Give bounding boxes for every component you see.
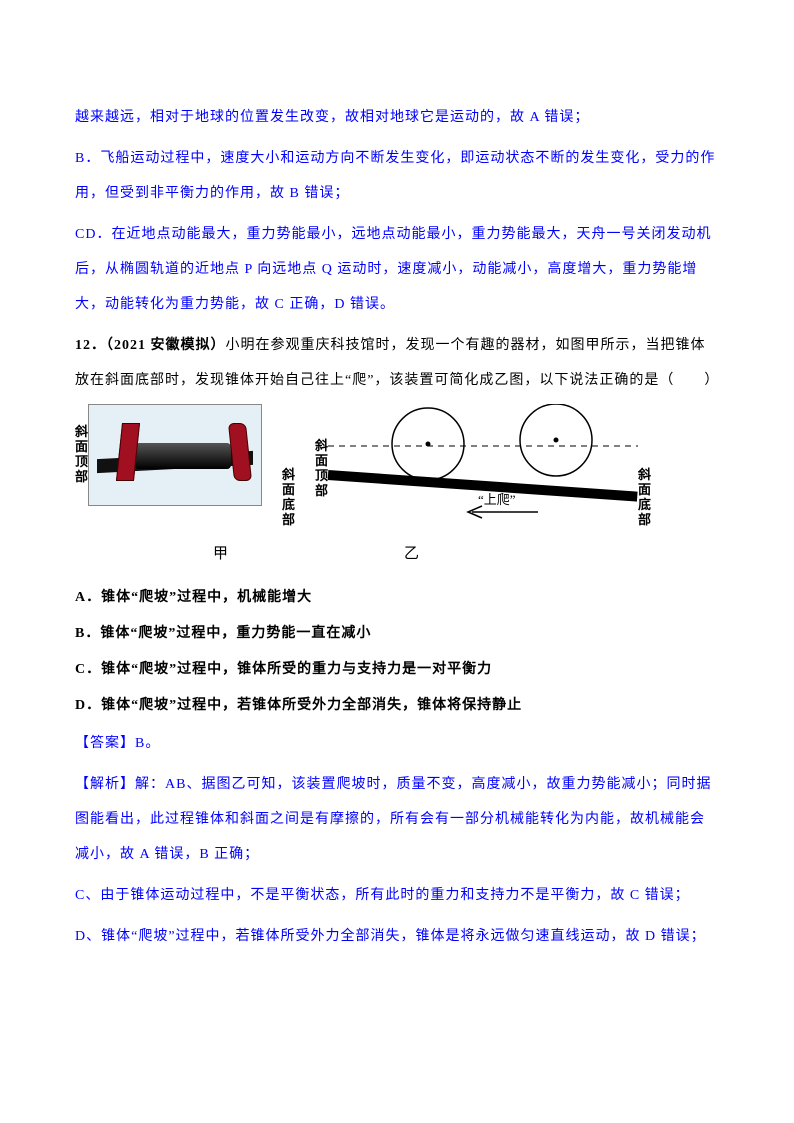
prev-explain-cd: CD．在近地点动能最大，重力势能最小，远地点动能最小，重力势能最大，天舟一号关闭… [75, 217, 719, 322]
analysis-p1: 解：AB、据图乙可知，该装置爬坡时，质量不变，高度减小，故重力势能减小；同时据图… [75, 777, 711, 862]
photo-device [88, 404, 262, 506]
caption-yi: 乙 [404, 536, 419, 574]
schematic-diagram: “上爬” [328, 404, 638, 534]
figure-yi: 斜面顶部 “上爬” 斜面底部 [315, 404, 651, 534]
answer-label: 【答案】 [75, 736, 135, 751]
q12-analysis-1: 【解析】解：AB、据图乙可知，该装置爬坡时，质量不变，高度减小，故重力势能减小；… [75, 767, 719, 872]
option-c: C．锥体“爬坡”过程中，锥体所受的重力与支持力是一对平衡力 [75, 654, 719, 686]
arrow-label: “上爬” [478, 492, 516, 507]
dot-2 [554, 438, 559, 443]
option-b: B．锥体“爬坡”过程中，重力势能一直在减小 [75, 618, 719, 650]
q12-analysis-3: D、锥体“爬坡”过程中，若锥体所受外力全部消失，锥体是将永远做匀速直线运动，故 … [75, 919, 719, 954]
q12-source: （2021 安徽模拟） [106, 338, 226, 353]
label-xiemian-bottom-left: 斜面底部 [282, 468, 295, 528]
prev-explain-a-cont: 越来越远，相对于地球的位置发生改变，故相对地球它是运动的，故 A 错误； [75, 100, 719, 135]
q12-options: A．锥体“爬坡”过程中，机械能增大 B．锥体“爬坡”过程中，重力势能一直在减小 … [75, 582, 719, 723]
label-xiemian-top-left: 斜面顶部 [75, 425, 88, 485]
option-d: D．锥体“爬坡”过程中，若锥体所受外力全部消失，锥体将保持静止 [75, 690, 719, 722]
figure-jia: 斜面顶部 [75, 404, 262, 506]
q12-number: 12． [75, 338, 106, 353]
prev-explain-b: B．飞船运动过程中，速度大小和运动方向不断发生变化，即运动状态不断的发生变化，受… [75, 141, 719, 211]
caption-jia: 甲 [213, 536, 228, 574]
q12-analysis-2: C、由于锥体运动过程中，不是平衡状态，所有此时的重力和支持力不是平衡力，故 C … [75, 878, 719, 913]
analysis-label: 【解析】 [75, 777, 135, 792]
label-xiemian-bottom-right: 斜面底部 [638, 468, 651, 528]
dot-1 [426, 442, 431, 447]
answer-text: B。 [135, 736, 160, 751]
q12-diagram: 斜面顶部 斜面底部 斜面顶部 [75, 404, 719, 534]
q12-answer: 【答案】B。 [75, 726, 719, 761]
q12-stem: 12．（2021 安徽模拟）小明在参观重庆科技馆时，发现一个有趣的器材，如图甲所… [75, 328, 719, 398]
figure-captions: 甲 乙 [75, 536, 585, 574]
label-xiemian-top-mid: 斜面顶部 [315, 439, 328, 499]
option-a: A．锥体“爬坡”过程中，机械能增大 [75, 582, 719, 614]
